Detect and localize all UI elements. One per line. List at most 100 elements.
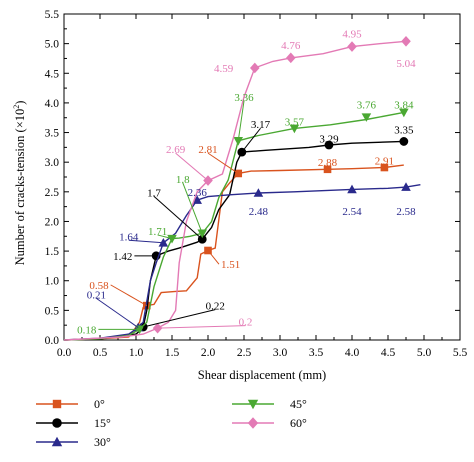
data-point-marker [361,113,372,122]
data-label-leader [207,250,220,265]
data-label: 3.84 [394,100,414,112]
data-point-marker [192,195,202,204]
y-axis-label-main: Number of cracks-tension (×10 [13,109,27,266]
x-tick-label: 1.0 [129,347,144,359]
legend-marker [52,399,62,409]
data-label-text: 4.59 [214,63,234,75]
series-line [63,164,404,341]
data-label-text: 0.21 [87,289,106,301]
data-label: 3.17 [241,119,271,153]
data-point-marker [289,124,300,134]
data-point-marker [399,108,409,118]
legend-item-1: 15° [36,416,111,430]
data-point-marker [250,62,260,74]
y-tick-label: 3.0 [45,157,60,169]
data-label: 2.58 [396,206,416,218]
data-label-leader [175,152,209,181]
data-point-marker [323,165,332,174]
data-label-text: 2.58 [396,206,416,218]
data-label-text: 2.36 [188,187,208,199]
data-point-marker [253,188,264,197]
data-label: 2.36 [188,187,208,199]
x-tick-label: 2.0 [201,347,216,359]
data-point-marker [286,52,296,64]
data-label-leader [237,100,245,141]
y-tick-label: 3.5 [45,128,60,140]
data-label-text: 1.42 [113,251,132,263]
data-point-marker [401,35,411,47]
data-label-text: 2.81 [198,144,217,156]
data-label: 0.22 [143,301,225,328]
data-label: 0.18 [77,324,140,336]
x-tick-label: 3.5 [309,347,324,359]
data-label-text: 1.51 [221,259,240,271]
data-label: 3.35 [394,125,414,137]
data-label-text: 0.18 [77,324,97,336]
data-label-text: 1.7 [147,187,161,199]
data-point-marker [380,163,389,172]
data-label-text: 3.29 [319,133,339,145]
data-label-leader [157,325,246,329]
x-tick-label: 5.0 [417,347,432,359]
data-label: 0.2 [157,317,253,329]
data-point-marker [134,325,145,335]
legend: 0° 15° 30° 45° 60° [36,397,307,449]
data-label-text: 3.57 [285,116,305,128]
legend-marker [247,399,259,410]
data-label: 3.29 [319,133,339,145]
data-point-marker [167,234,177,244]
y-tick-label: 2.5 [45,187,60,199]
data-label-text: 1.71 [148,226,167,238]
y-axis-label: Number of cracks-tension (×102) [12,101,27,266]
data-label-text: 1.64 [119,231,139,243]
data-label-text: 0.2 [239,317,253,329]
data-label-text: 3.84 [394,100,414,112]
data-label: 1.7 [147,187,203,240]
data-label-leader [241,127,261,153]
legend-item-0: 0° [36,397,105,411]
data-label-text: 2.69 [166,144,186,156]
data-label-leader [153,196,203,240]
data-label-text: 4.95 [342,29,362,41]
data-label: 1.8 [176,174,203,234]
data-label-text: 3.17 [251,119,271,131]
series-4 [63,35,411,341]
series-1 [63,137,409,341]
y-tick-label: 4.5 [45,68,60,80]
data-label: 2.81 [198,144,239,174]
data-point-marker [233,137,244,146]
data-label: 3.57 [285,116,305,128]
x-tick-label: 5.5 [453,347,468,359]
data-label-leader [182,182,203,234]
legend-marker [51,436,63,447]
data-label: 4.59 [214,63,234,75]
legend-marker [52,418,62,428]
axis-ticks: 0.0 0.5 1.0 1.5 2.0 2.5 3.0 3.5 4.0 4.5 5.0 5.5 0.0 0… [45,9,468,359]
y-tick-label: 1.0 [45,276,60,288]
data-label-leader [110,284,148,307]
x-tick-label: 3.0 [273,347,288,359]
legend-label: 0° [94,397,105,411]
series-line [63,111,404,341]
data-label-text: 2.88 [318,157,338,169]
data-label-text: 0.58 [89,280,109,292]
x-tick-label: 1.5 [165,347,180,359]
y-tick-label: 1.5 [45,246,60,258]
data-label-text: 3.36 [234,92,254,104]
data-label: 5.04 [396,58,416,70]
series-layer [63,35,421,341]
data-point-marker [347,41,357,52]
data-label: 2.69 [166,144,209,181]
data-point-marker [399,137,409,146]
legend-item-4: 60° [232,416,307,430]
data-label: 1.42 [113,251,157,263]
y-tick-label: 5.5 [45,9,60,21]
y-tick-label: 0.0 [45,335,60,347]
data-label: 0.21 [87,289,139,328]
y-tick-label: 0.5 [45,305,60,317]
data-label-text: 2.91 [375,155,394,167]
data-label-text: 0.22 [206,301,225,313]
legend-marker [247,417,259,429]
data-label: 2.88 [318,157,338,169]
annotation-layer: 0.58 1.51 2.81 2.88 2.91 0.22 1.42 1.7 3.17 3.29 3… [77,29,416,337]
